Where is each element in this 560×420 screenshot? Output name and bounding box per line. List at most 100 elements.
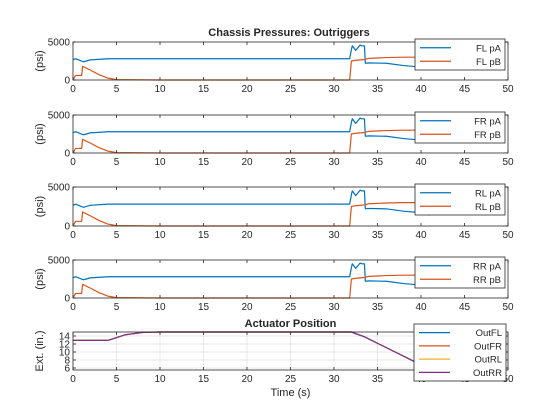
x-tick-label: 35	[372, 84, 384, 95]
y-tick-label: 5000	[48, 111, 71, 122]
legend-label: RR pB	[473, 275, 501, 286]
x-tick-label: 35	[372, 374, 384, 385]
x-tick-label: 40	[415, 84, 427, 95]
y-tick-label: 5000	[48, 38, 71, 49]
legend: RL pA RL pB	[414, 183, 506, 216]
x-tick-label: 5	[114, 157, 120, 168]
x-tick-label: 25	[285, 374, 297, 385]
x-tick-label: 50	[502, 302, 514, 313]
y-tick-label: 10	[59, 348, 71, 359]
legend: FR pA FR pB	[414, 111, 506, 144]
legend: OutFL OutFR OutRL OutRR	[413, 323, 507, 382]
chart-panel-1: 0 5 10 15 20 25 30 35 40 45 50 0 5000(psi) FL pA FL pB	[34, 38, 514, 96]
y-tick-label: 12	[59, 340, 71, 351]
x-tick-label: 0	[70, 374, 76, 385]
legend-label: OutRL	[475, 355, 502, 366]
legend-label: FR pB	[474, 130, 501, 141]
x-tick-label: 40	[415, 230, 427, 241]
y-tick-label: 8	[64, 356, 70, 367]
legend-box	[414, 183, 506, 216]
figure-title: Chassis Pressures: Outriggers	[208, 27, 369, 39]
legend-box	[414, 38, 506, 71]
legend-label: OutFR	[474, 341, 502, 352]
x-tick-label: 35	[372, 157, 384, 168]
x-tick-label: 10	[154, 157, 166, 168]
x-tick-label: 10	[154, 84, 166, 95]
x-tick-label: 5	[114, 230, 120, 241]
x-tick-label: 35	[372, 302, 384, 313]
x-tick-label: 25	[285, 230, 297, 241]
x-tick-label: 5	[114, 302, 120, 313]
y-axis-label: Ext. (in.)	[34, 331, 46, 372]
x-tick-label: 10	[154, 230, 166, 241]
x-tick-label: 50	[502, 84, 514, 95]
legend-label: RL pB	[475, 202, 501, 213]
x-tick-label: 10	[154, 302, 166, 313]
x-tick-label: 20	[241, 230, 253, 241]
x-tick-label: 45	[459, 84, 471, 95]
x-tick-label: 0	[70, 230, 76, 241]
y-axis-label: (psi)	[34, 196, 46, 217]
y-axis-label: (psi)	[34, 268, 46, 289]
x-tick-label: 20	[241, 302, 253, 313]
legend-label: RL pA	[475, 188, 502, 199]
x-tick-label: 15	[198, 157, 210, 168]
x-tick-label: 25	[285, 302, 297, 313]
x-tick-label: 25	[285, 157, 297, 168]
legend-label: OutFL	[476, 328, 502, 339]
x-tick-label: 15	[198, 374, 210, 385]
panel-title: Actuator Position	[245, 318, 337, 330]
x-tick-label: 30	[328, 230, 340, 241]
legend-box	[413, 323, 507, 382]
x-tick-label: 30	[328, 157, 340, 168]
x-tick-label: 50	[502, 230, 514, 241]
chart-panel-5: 0510152025303540455068101214Ext. (in.)Ac…	[34, 318, 514, 399]
x-tick-label: 50	[502, 157, 514, 168]
chart-panel-4: 0 5 10 15 20 25 30 35 40 45 50 0 5000(psi) RR pA RR pB	[34, 256, 514, 314]
x-tick-label: 40	[415, 157, 427, 168]
series-line-fl-pa	[72, 44, 430, 70]
x-tick-label: 20	[241, 84, 253, 95]
series-line-fr-pa	[72, 117, 430, 143]
x-tick-label: 30	[328, 374, 340, 385]
x-tick-label: 0	[70, 302, 76, 313]
legend-box	[414, 111, 506, 144]
legend: FL pA FL pB	[414, 38, 506, 71]
x-tick-label: 45	[459, 302, 471, 313]
x-tick-label: 25	[285, 84, 297, 95]
series-line-rl-pa	[72, 189, 430, 216]
y-tick-label: 5000	[48, 183, 71, 194]
y-tick-label: 0	[64, 149, 70, 160]
x-tick-label: 40	[415, 302, 427, 313]
y-tick-label: 0	[64, 76, 70, 87]
y-axis-label: (psi)	[34, 123, 46, 144]
y-tick-label: 0	[64, 222, 70, 233]
chart-panel-2: 0 5 10 15 20 25 30 35 40 45 50 0 5000(psi) FR pA FR pB	[34, 111, 514, 169]
legend-label: FL pA	[476, 43, 502, 54]
x-tick-label: 15	[198, 84, 210, 95]
x-tick-label: 15	[198, 302, 210, 313]
legend: RR pA RR pB	[414, 256, 506, 289]
x-tick-label: 35	[372, 230, 384, 241]
x-tick-label: 45	[459, 230, 471, 241]
legend-label: OutRR	[473, 368, 502, 379]
x-tick-label: 0	[70, 84, 76, 95]
x-tick-label: 10	[154, 374, 166, 385]
y-tick-label: 6	[64, 364, 70, 375]
x-tick-label: 20	[241, 157, 253, 168]
x-tick-label: 0	[70, 157, 76, 168]
legend-box	[414, 256, 506, 289]
legend-label: FL pB	[476, 57, 501, 68]
x-tick-label: 15	[198, 230, 210, 241]
x-tick-label: 5	[114, 374, 120, 385]
x-tick-label: 45	[459, 157, 471, 168]
x-tick-label: 50	[502, 374, 514, 385]
legend-label: RR pA	[473, 261, 502, 272]
legend-label: FR pA	[474, 116, 502, 127]
x-tick-label: 20	[241, 374, 253, 385]
y-tick-label: 5000	[48, 256, 71, 267]
y-tick-label: 14	[59, 332, 71, 343]
x-tick-label: 30	[328, 302, 340, 313]
series-line-rr-pa	[72, 262, 430, 288]
